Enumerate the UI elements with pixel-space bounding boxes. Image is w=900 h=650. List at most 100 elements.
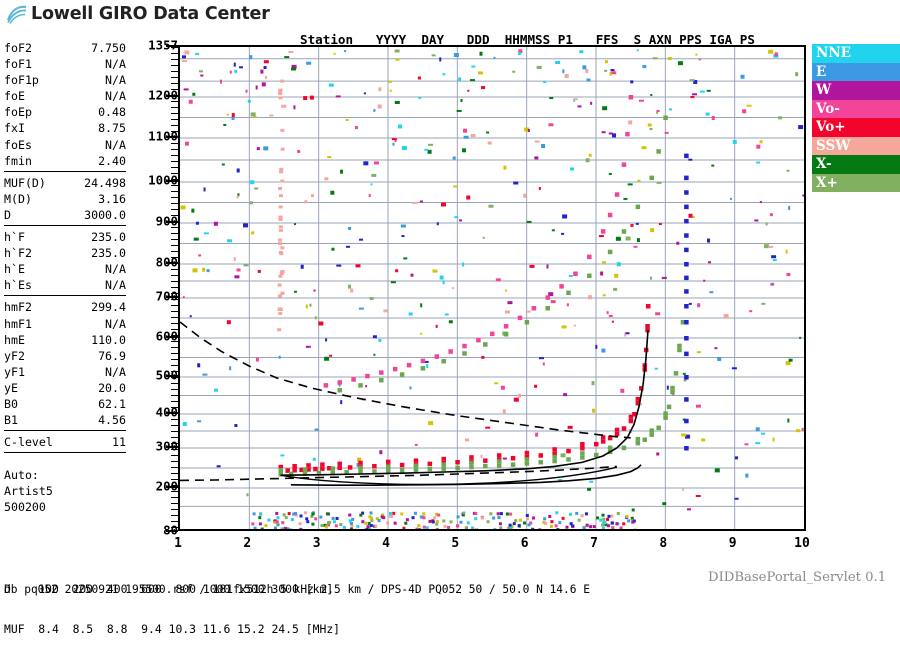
y-axis-major-tick: [166, 180, 178, 182]
legend-item-vo[interactable]: Vo-: [812, 100, 900, 119]
noise-echo-pixel: [370, 183, 372, 185]
noise-echo-pixel: [462, 262, 464, 266]
noise-echo-pixel: [633, 246, 637, 248]
noise-echo-pixel: [283, 513, 286, 516]
noise-echo-pixel: [306, 346, 311, 348]
param-key: yF1: [4, 364, 25, 380]
noise-echo-pixel: [281, 521, 284, 524]
echo-point: [490, 332, 495, 337]
echo-point: [511, 462, 516, 467]
legend-item-nne[interactable]: NNE: [812, 44, 900, 63]
noise-echo-pixel: [483, 237, 485, 239]
y-axis-minor-tick: [171, 443, 178, 444]
param-key: h`E: [4, 261, 25, 277]
noise-echo-pixel: [701, 438, 705, 441]
noise-echo-pixel: [369, 194, 371, 197]
echo-point: [428, 462, 433, 467]
noise-echo-pixel: [587, 79, 591, 82]
noise-echo-pixel: [263, 146, 268, 150]
noise-echo-pixel: [324, 357, 329, 361]
noise-echo-pixel: [237, 168, 240, 172]
noise-echo-pixel: [280, 80, 284, 83]
echo-point: [608, 250, 613, 255]
param-value: 20.0: [98, 380, 126, 396]
noise-echo-pixel: [478, 71, 483, 74]
noise-echo-pixel: [474, 517, 477, 520]
noise-echo-pixel: [760, 140, 763, 143]
param-value: N/A: [105, 72, 126, 88]
ionogram-plot[interactable]: [178, 45, 806, 531]
y-axis-major-tick: [166, 296, 178, 298]
noise-echo-pixel: [301, 265, 304, 269]
noise-echo-pixel: [535, 433, 538, 437]
noise-echo-pixel: [481, 86, 485, 89]
noise-echo-pixel: [749, 310, 752, 312]
y-axis-minor-tick: [171, 89, 178, 90]
param-value: 235.0: [91, 229, 126, 245]
x-axis-tick-label: 1: [174, 536, 182, 551]
noise-echo-pixel: [426, 526, 429, 529]
echo-point: [303, 467, 308, 471]
y-axis-minor-tick: [171, 101, 178, 102]
noise-echo-pixel: [799, 337, 801, 339]
echo-point: [497, 459, 502, 463]
y-axis-minor-tick: [171, 185, 178, 186]
noise-echo-pixel: [185, 142, 189, 146]
param-divider: [4, 452, 126, 453]
noise-echo-pixel: [280, 454, 284, 456]
x-axis-tick-label: 4: [382, 536, 390, 551]
noise-echo-pixel: [735, 456, 738, 459]
echo-point: [358, 383, 363, 388]
echo-point: [351, 377, 356, 382]
noise-echo-pixel: [590, 102, 592, 105]
y-axis-minor-tick: [171, 383, 178, 384]
legend-item-w[interactable]: W: [812, 81, 900, 100]
noise-echo-pixel: [786, 273, 790, 276]
y-axis-minor-tick: [171, 329, 178, 330]
db-source-line: db pq052 20250921 195500.rsf / 181fx512h…: [4, 583, 590, 596]
noise-echo-pixel: [467, 90, 469, 92]
y-axis-minor-tick: [171, 521, 178, 522]
echo-point: [684, 276, 689, 281]
noise-echo-pixel: [534, 156, 538, 159]
y-axis-minor-tick: [171, 47, 178, 48]
noise-echo-pixel: [602, 527, 605, 529]
noise-echo-pixel: [662, 502, 666, 505]
noise-echo-pixel: [404, 522, 407, 525]
noise-echo-pixel: [503, 409, 506, 413]
param-value: 0.48: [98, 104, 126, 120]
legend-item-ssw[interactable]: SSW: [812, 137, 900, 156]
noise-echo-pixel: [592, 409, 595, 413]
noise-echo-pixel: [251, 522, 254, 525]
noise-echo-pixel: [204, 232, 209, 234]
noise-echo-pixel: [494, 382, 498, 384]
echo-point: [462, 351, 467, 356]
noise-echo-pixel: [297, 150, 300, 153]
noise-echo-pixel: [418, 528, 421, 529]
noise-echo-pixel: [291, 67, 296, 70]
echo-point: [455, 460, 460, 465]
legend-item-e[interactable]: E: [812, 63, 900, 82]
noise-echo-pixel: [754, 219, 758, 221]
x-axis-tick-label: 10: [794, 536, 810, 551]
y-axis-minor-tick: [171, 527, 178, 528]
noise-echo-pixel: [481, 356, 484, 359]
noise-echo-pixel: [344, 50, 346, 52]
noise-echo-pixel: [682, 489, 684, 491]
legend-item-vo[interactable]: Vo+: [812, 118, 900, 137]
echo-point: [337, 380, 342, 385]
echo-point: [684, 375, 689, 380]
legend-item-x[interactable]: X-: [812, 155, 900, 174]
echo-point: [684, 352, 689, 357]
noise-echo-pixel: [637, 49, 639, 51]
noise-echo-pixel: [669, 108, 672, 110]
echo-point: [670, 386, 675, 390]
echo-point: [636, 437, 641, 441]
legend-item-x[interactable]: X+: [812, 174, 900, 193]
